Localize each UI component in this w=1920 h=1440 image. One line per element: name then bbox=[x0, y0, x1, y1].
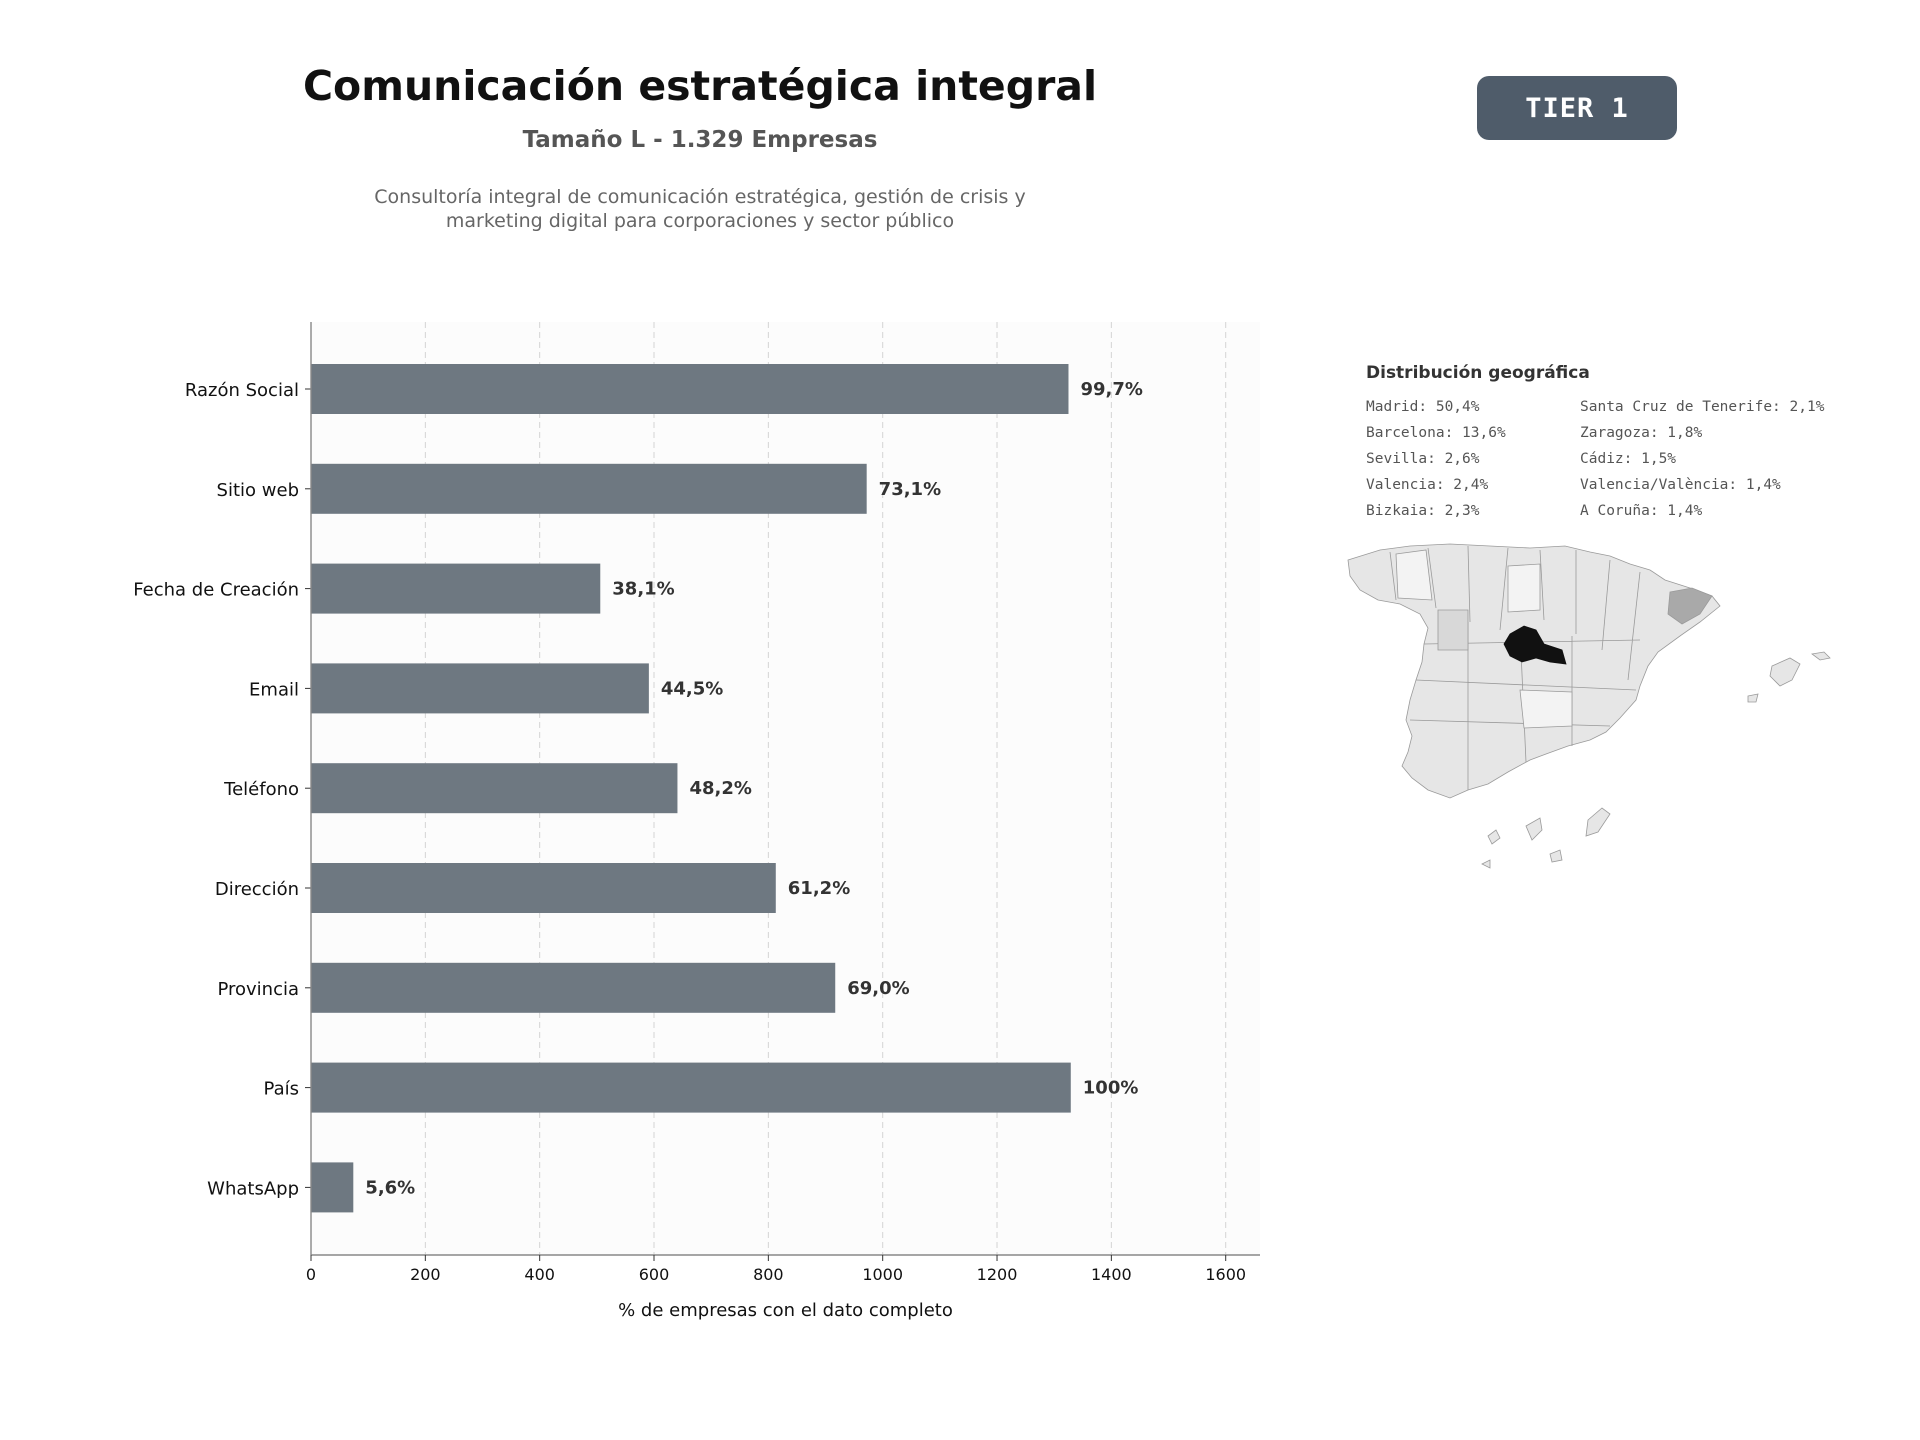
x-tick-label: 800 bbox=[753, 1265, 784, 1284]
bar bbox=[311, 1162, 354, 1213]
x-tick-label: 200 bbox=[410, 1265, 441, 1284]
geo-distribution-title: Distribución geográfica bbox=[1366, 363, 1590, 383]
data-label: 61,2% bbox=[788, 878, 850, 899]
geo-item: Zaragoza: 1,8% bbox=[1580, 425, 1703, 441]
bar bbox=[311, 763, 678, 814]
bar bbox=[311, 663, 649, 714]
map-province-madrid bbox=[1503, 625, 1567, 665]
x-tick-label: 600 bbox=[639, 1265, 670, 1284]
geo-item: A Coruña: 1,4% bbox=[1580, 503, 1703, 519]
map-province-barcelona bbox=[1667, 587, 1713, 625]
geo-item: Bizkaia: 2,3% bbox=[1366, 503, 1480, 519]
map-island bbox=[1747, 693, 1759, 703]
map-province bbox=[1395, 549, 1433, 601]
geo-item: Sevilla: 2,6% bbox=[1366, 451, 1480, 467]
data-label: 69,0% bbox=[847, 978, 909, 999]
geo-item: Valencia/València: 1,4% bbox=[1580, 477, 1781, 493]
bar bbox=[311, 1062, 1071, 1113]
map-province bbox=[1437, 609, 1469, 651]
spain-province-map bbox=[1347, 543, 1831, 869]
bar bbox=[311, 863, 776, 913]
y-tick-label: WhatsApp bbox=[207, 1178, 299, 1199]
bar bbox=[311, 962, 836, 1013]
map-island bbox=[1481, 859, 1491, 869]
page-description: Consultoría integral de comunicación est… bbox=[300, 185, 1100, 233]
y-tick-label: Email bbox=[249, 679, 299, 700]
data-label: 99,7% bbox=[1080, 379, 1142, 400]
map-island bbox=[1549, 849, 1563, 863]
y-tick-label: Razón Social bbox=[185, 380, 299, 401]
geo-item: Valencia: 2,4% bbox=[1366, 477, 1489, 493]
data-label: 5,6% bbox=[365, 1177, 415, 1198]
bar bbox=[311, 364, 1069, 414]
page-subtitle: Tamaño L - 1.329 Empresas bbox=[522, 127, 878, 153]
map-island bbox=[1769, 657, 1801, 687]
x-tick-label: 1400 bbox=[1091, 1265, 1132, 1284]
tier-badge: TIER 1 bbox=[1477, 76, 1677, 140]
y-tick-label: Teléfono bbox=[223, 779, 299, 800]
x-tick-label: 400 bbox=[524, 1265, 555, 1284]
data-label: 44,5% bbox=[661, 678, 723, 699]
map-province bbox=[1507, 563, 1541, 613]
x-tick-label: 1200 bbox=[977, 1265, 1018, 1284]
y-tick-label: Provincia bbox=[217, 979, 299, 1000]
map-island bbox=[1811, 651, 1831, 661]
bar bbox=[311, 463, 867, 514]
geo-item: Santa Cruz de Tenerife: 2,1% bbox=[1580, 399, 1825, 415]
data-label: 48,2% bbox=[689, 778, 751, 799]
description-line: Consultoría integral de comunicación est… bbox=[374, 186, 1026, 208]
y-tick-label: Fecha de Creación bbox=[133, 580, 299, 601]
y-tick-label: Dirección bbox=[215, 879, 299, 900]
map-island bbox=[1487, 829, 1501, 845]
x-axis-label: % de empresas con el dato completo bbox=[618, 1300, 953, 1321]
description-line: marketing digital para corporaciones y s… bbox=[445, 210, 955, 232]
geo-item: Madrid: 50,4% bbox=[1366, 399, 1480, 415]
y-tick-label: Sitio web bbox=[217, 480, 299, 501]
data-label: 73,1% bbox=[879, 479, 941, 500]
x-tick-label: 0 bbox=[306, 1265, 316, 1284]
page-title: Comunicación estratégica integral bbox=[302, 62, 1098, 110]
bar bbox=[311, 563, 601, 614]
map-island bbox=[1585, 807, 1611, 837]
map-peninsula bbox=[1347, 543, 1721, 799]
x-tick-label: 1000 bbox=[862, 1265, 903, 1284]
map-province bbox=[1519, 689, 1573, 729]
x-tick-label: 1600 bbox=[1205, 1265, 1246, 1284]
y-tick-label: País bbox=[264, 1079, 299, 1100]
data-label: 100% bbox=[1083, 1078, 1139, 1099]
data-label: 38,1% bbox=[612, 579, 674, 600]
bar-chart: Razón Social 99,7% Sitio web 73,1% Fecha de … bbox=[133, 322, 1260, 1321]
geo-item: Barcelona: 13,6% bbox=[1366, 425, 1506, 441]
map-island bbox=[1525, 817, 1543, 841]
geo-item: Cádiz: 1,5% bbox=[1580, 451, 1677, 467]
